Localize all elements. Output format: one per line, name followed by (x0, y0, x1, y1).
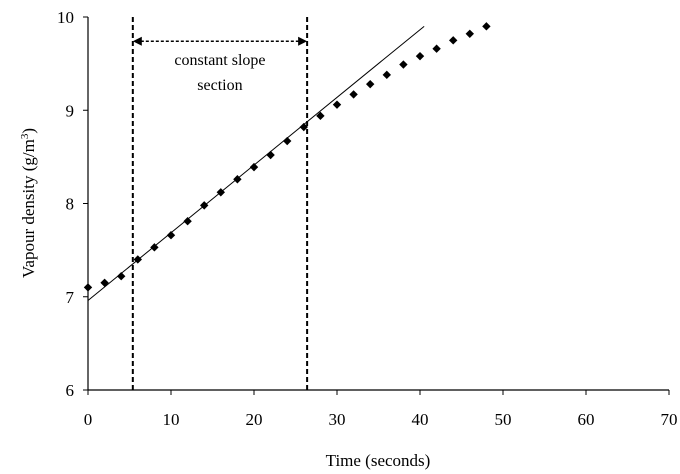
data-point (233, 175, 242, 184)
y-tick-label: 7 (66, 288, 75, 307)
y-axis-title-suffix: ) (19, 128, 38, 134)
data-point (449, 36, 458, 45)
x-tick-label: 10 (163, 410, 180, 429)
data-point (349, 90, 358, 99)
y-tick-label: 10 (57, 8, 74, 27)
y-tick-label: 9 (66, 101, 75, 120)
y-axis-title-superscript: 3 (19, 133, 31, 139)
data-point (249, 162, 259, 172)
data-point (415, 51, 425, 61)
data-point (332, 100, 342, 109)
y-ticks: 6 7 8 9 10 (57, 8, 88, 400)
data-point (316, 111, 325, 121)
data-point (382, 70, 391, 80)
x-ticks: 0 10 20 30 40 50 60 70 (84, 390, 678, 429)
data-point (299, 122, 308, 132)
data-point (366, 79, 375, 89)
data-point (432, 44, 441, 53)
x-tick-label: 0 (84, 410, 93, 429)
data-point (216, 188, 225, 197)
data-point (83, 283, 93, 292)
annotation-arrow-left (132, 36, 142, 46)
data-point (266, 150, 275, 160)
data-point (283, 136, 292, 146)
y-axis-title-main: Vapour density (g/m (19, 139, 38, 278)
data-point (133, 255, 142, 264)
data-points (83, 22, 491, 292)
annotation-arrow-right (298, 36, 308, 46)
annotation-line-2: section (197, 77, 242, 94)
data-point (183, 217, 192, 226)
data-point (482, 22, 491, 31)
constant-slope-bounds (131, 17, 309, 390)
x-axis-title: Time (seconds) (326, 451, 431, 470)
data-point (100, 278, 109, 287)
x-tick-label: 30 (329, 410, 346, 429)
data-point (150, 243, 159, 252)
annotation-line-1: constant slope (174, 52, 265, 69)
y-tick-label: 8 (66, 195, 75, 214)
y-axis-title: Vapour density (g/m3) (19, 128, 38, 278)
x-tick-label: 70 (661, 410, 678, 429)
fit-line (87, 25, 425, 301)
data-point (200, 201, 209, 210)
data-point (166, 231, 176, 240)
data-point (465, 29, 474, 38)
data-point (117, 272, 126, 281)
x-tick-label: 20 (246, 410, 263, 429)
x-tick-label: 40 (412, 410, 429, 429)
annotation: constant slope section (132, 36, 308, 94)
x-tick-label: 50 (495, 410, 512, 429)
x-tick-label: 60 (578, 410, 595, 429)
data-point (399, 60, 408, 69)
y-tick-label: 6 (66, 381, 75, 400)
